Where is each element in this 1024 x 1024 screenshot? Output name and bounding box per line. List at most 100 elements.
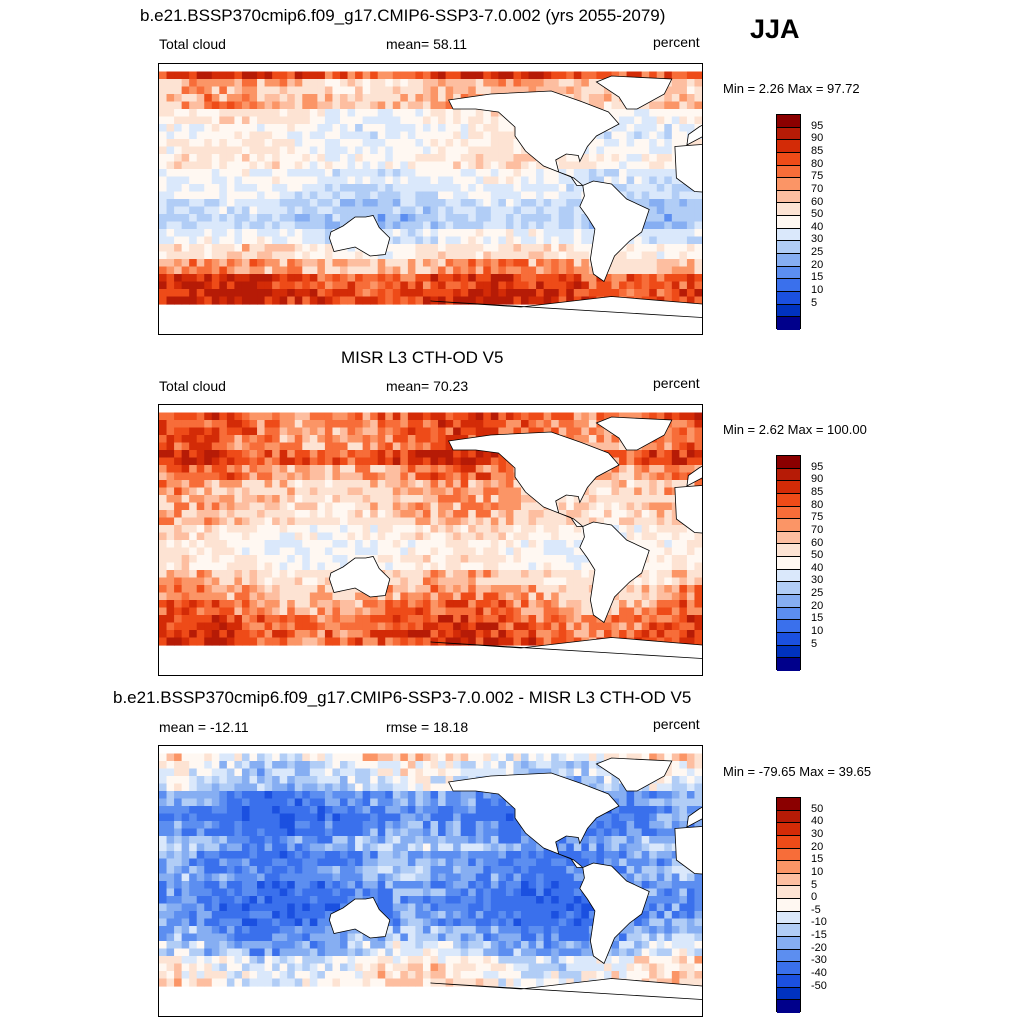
field-cell bbox=[302, 221, 311, 230]
field-cell bbox=[362, 266, 371, 275]
field-cell bbox=[211, 465, 220, 474]
field-cell bbox=[279, 798, 288, 807]
field-cell bbox=[377, 637, 386, 646]
field-cell bbox=[528, 236, 537, 245]
field-cell bbox=[543, 570, 552, 579]
field-cell bbox=[656, 281, 665, 290]
field-cell bbox=[189, 457, 198, 466]
field-cell bbox=[317, 577, 326, 586]
field-cell bbox=[234, 116, 243, 125]
field-cell bbox=[272, 176, 281, 185]
field-cell bbox=[234, 139, 243, 148]
field-cell bbox=[257, 547, 266, 556]
field-cell bbox=[505, 420, 515, 429]
field-cell bbox=[189, 570, 198, 579]
field-cell bbox=[377, 487, 386, 496]
field-cell bbox=[174, 798, 183, 807]
field-cell bbox=[234, 622, 243, 631]
field-cell bbox=[551, 753, 560, 762]
field-cell bbox=[196, 176, 205, 185]
field-cell bbox=[332, 465, 341, 474]
field-cell bbox=[196, 101, 205, 110]
field-cell bbox=[528, 412, 537, 421]
field-cell bbox=[581, 585, 590, 594]
field-cell bbox=[649, 592, 658, 601]
field-cell bbox=[626, 525, 635, 534]
field-cell bbox=[505, 289, 515, 298]
field-cell bbox=[460, 296, 469, 305]
field-cell bbox=[181, 570, 190, 579]
field-cell bbox=[543, 577, 552, 586]
field-cell bbox=[340, 472, 349, 481]
field-cell bbox=[468, 465, 477, 474]
field-cell bbox=[407, 768, 417, 777]
field-cell bbox=[656, 585, 665, 594]
panel-3-units: percent bbox=[653, 716, 700, 732]
field-cell bbox=[656, 244, 665, 253]
field-cell bbox=[324, 281, 334, 290]
field-cell bbox=[211, 555, 220, 564]
field-cell bbox=[241, 783, 251, 792]
colorbar-swatch bbox=[777, 607, 800, 621]
field-cell bbox=[332, 615, 341, 624]
field-cell bbox=[257, 79, 266, 88]
field-cell bbox=[196, 532, 205, 541]
field-cell bbox=[249, 510, 258, 519]
field-cell bbox=[536, 753, 545, 762]
field-cell bbox=[174, 532, 183, 541]
field-cell bbox=[656, 577, 665, 586]
field-cell bbox=[468, 577, 477, 586]
field-cell bbox=[656, 251, 665, 260]
field-cell bbox=[241, 289, 251, 298]
field-cell bbox=[415, 281, 424, 290]
field-cell bbox=[634, 585, 643, 594]
field-cell bbox=[159, 502, 168, 511]
field-cell bbox=[219, 791, 228, 800]
field-cell bbox=[249, 427, 258, 436]
field-cell bbox=[445, 783, 454, 792]
field-cell bbox=[558, 615, 567, 624]
field-cell bbox=[340, 540, 349, 549]
field-cell bbox=[272, 169, 281, 178]
field-cell bbox=[279, 592, 288, 601]
field-cell bbox=[498, 289, 507, 298]
field-cell bbox=[460, 753, 469, 762]
field-cell bbox=[596, 289, 605, 298]
field-cell bbox=[694, 480, 702, 489]
field-cell bbox=[400, 229, 409, 238]
field-cell bbox=[543, 296, 552, 305]
field-cell bbox=[407, 600, 417, 609]
field-cell bbox=[189, 592, 198, 601]
field-cell bbox=[340, 214, 349, 223]
field-cell bbox=[521, 630, 530, 639]
field-cell bbox=[249, 266, 258, 275]
field-cell bbox=[445, 480, 454, 489]
field-cell bbox=[513, 495, 522, 504]
field-cell bbox=[234, 274, 243, 283]
field-cell bbox=[400, 259, 409, 268]
field-cell bbox=[287, 94, 296, 103]
field-cell bbox=[694, 221, 702, 230]
field-cell bbox=[159, 487, 168, 496]
field-cell bbox=[370, 101, 379, 110]
field-cell bbox=[573, 607, 582, 616]
field-cell bbox=[279, 547, 288, 556]
field-cell bbox=[407, 577, 417, 586]
field-cell bbox=[324, 570, 334, 579]
field-cell bbox=[573, 420, 582, 429]
continent-outline bbox=[686, 465, 702, 487]
field-cell bbox=[407, 71, 417, 80]
field-cell bbox=[196, 281, 205, 290]
field-cell bbox=[196, 251, 205, 260]
field-cell bbox=[626, 450, 635, 459]
field-cell bbox=[257, 281, 266, 290]
field-cell bbox=[626, 109, 635, 118]
field-cell bbox=[664, 547, 673, 556]
field-cell bbox=[415, 532, 424, 541]
field-cell bbox=[573, 169, 582, 178]
field-cell bbox=[166, 570, 175, 579]
field-cell bbox=[641, 592, 650, 601]
field-cell bbox=[671, 116, 680, 125]
field-cell bbox=[513, 161, 522, 170]
field-cell bbox=[483, 465, 492, 474]
